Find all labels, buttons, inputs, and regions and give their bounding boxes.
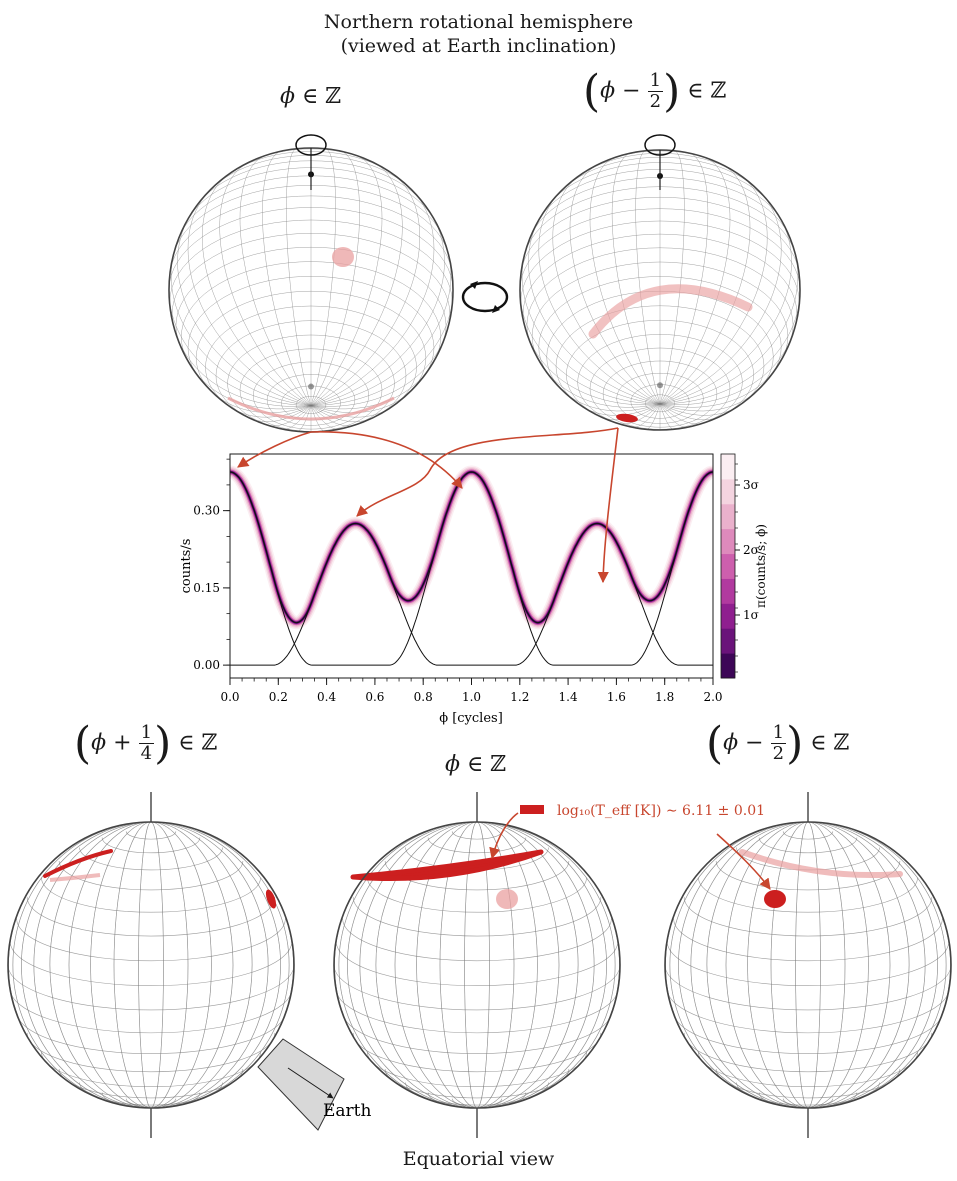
legend-text: log₁₀(T_eff [K]) ∼ 6.11 ± 0.01: [557, 803, 765, 819]
figure-bottom-title: Equatorial view: [402, 1148, 555, 1170]
hot-spot-crescent: [350, 849, 544, 882]
hot-spot-faint-arc: [739, 849, 903, 879]
legend-swatch: [520, 805, 544, 814]
sphere-bottom-center: [333, 792, 621, 1138]
colorbar-tick-label: 2σ: [743, 543, 759, 557]
hot-spot-limb: [227, 396, 395, 421]
colorbar-segment: [721, 503, 735, 530]
hot-spot-faint-crescent: [49, 873, 101, 882]
pulse-profile-plot: 0.0 0.2 0.4 0.6 0.8 1.0 1.2 1.4 1.6 1.8 2.0 0.00 0.1…: [179, 453, 768, 726]
colorbar-segment: [721, 578, 735, 604]
x-tick-label: 1.4: [559, 690, 578, 704]
hot-spot-faint: [332, 247, 354, 267]
label-bottom-right: (ϕ − 1 2) ∈ ℤ: [706, 718, 850, 769]
y-tick-label: 0.00: [193, 658, 220, 672]
label-top-left: ϕ ∈ ℤ: [280, 84, 342, 109]
colorbar-label: π(counts/s; ϕ): [754, 524, 768, 608]
x-tick-label: 2.0: [703, 690, 722, 704]
colorbar-segment: [721, 653, 735, 679]
label-bottom-left: (ϕ + 1 4) ∈ ℤ: [74, 718, 218, 769]
sphere-top-right: [519, 134, 801, 431]
sphere-bottom-right: [664, 792, 952, 1138]
colorbar-segment: [721, 454, 735, 480]
hot-spot: [265, 889, 277, 909]
x-tick-label: 0.2: [269, 690, 288, 704]
series-primary-component: [230, 471, 713, 666]
rotation-axis-loop: [295, 134, 327, 156]
x-tick-label: 1.8: [655, 690, 674, 704]
colorbar-tick-label: 1σ: [743, 608, 759, 622]
x-tick-label: 0.4: [317, 690, 336, 704]
series-total-signal: [230, 471, 713, 624]
colorbar-segment: [721, 478, 735, 505]
colorbar-tick-label: 3σ: [743, 478, 759, 492]
hot-spot: [616, 413, 638, 423]
sphere-top-left: [168, 134, 454, 433]
label-top-right: (ϕ − 1 2) ∈ ℤ: [583, 66, 727, 117]
figure-title-line2: (viewed at Earth inclination): [340, 35, 617, 57]
hot-spot-faint-arc: [588, 284, 753, 339]
x-tick-label: 0.8: [414, 690, 433, 704]
colorbar-segment: [721, 628, 735, 654]
figure-title-line1: Northern rotational hemisphere: [323, 11, 634, 33]
colorbar-segment: [721, 603, 735, 629]
x-tick-label: 0.6: [365, 690, 384, 704]
x-tick-label: 1.2: [510, 690, 529, 704]
colorbar-segment: [721, 553, 735, 579]
earth-label: Earth: [323, 1101, 372, 1121]
x-tick-label: 0.0: [220, 690, 239, 704]
y-axis-label: counts/s: [179, 539, 194, 594]
label-bottom-center: ϕ ∈ ℤ: [445, 752, 507, 777]
x-tick-label: 1.0: [462, 690, 481, 704]
colorbar-segment: [721, 528, 735, 555]
x-tick-label: 1.6: [607, 690, 626, 704]
earth-telescope-icon: [257, 1038, 345, 1131]
annotation-arrows: [237, 427, 771, 890]
rotation-direction-icon: [461, 281, 509, 313]
hot-spot-crescent: [43, 849, 113, 878]
y-tick-label: 0.15: [193, 581, 220, 595]
x-axis-label: ϕ [cycles]: [439, 711, 503, 726]
hot-spot-faint: [496, 889, 518, 909]
sphere-bottom-left: [7, 792, 345, 1138]
hot-spot: [764, 890, 786, 908]
y-tick-label: 0.30: [193, 504, 220, 518]
